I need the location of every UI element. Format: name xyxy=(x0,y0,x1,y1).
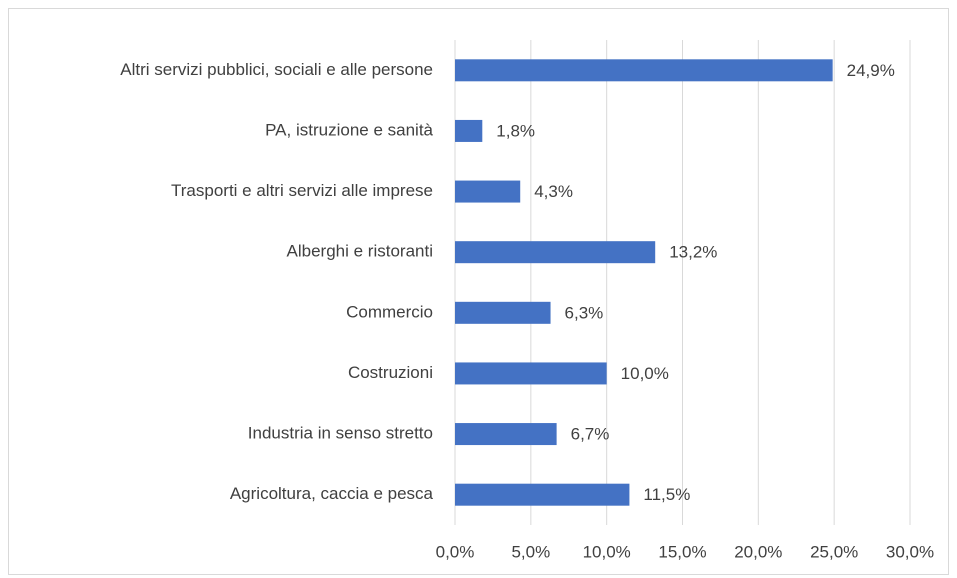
y-tick-label: Altri servizi pubblici, sociali e alle p… xyxy=(120,60,433,79)
y-tick-label: Commercio xyxy=(346,302,433,321)
data-label: 6,7% xyxy=(571,425,610,444)
x-tick-label: 10,0% xyxy=(583,542,631,561)
y-tick-label: Alberghi e ristoranti xyxy=(287,242,433,261)
x-tick-label: 20,0% xyxy=(734,542,782,561)
y-tick-label: Industria in senso stretto xyxy=(248,424,433,443)
x-tick-label: 0,0% xyxy=(436,542,475,561)
x-tick-label: 25,0% xyxy=(810,542,858,561)
bar xyxy=(455,301,551,324)
bar xyxy=(455,119,483,142)
bar xyxy=(455,59,833,82)
y-tick-label: Costruzioni xyxy=(348,363,433,382)
data-label: 11,5% xyxy=(643,485,690,504)
data-label: 6,3% xyxy=(565,303,604,322)
chart-frame xyxy=(8,8,949,575)
data-label: 1,8% xyxy=(496,121,535,140)
data-label: 10,0% xyxy=(621,364,669,383)
x-tick-label: 30,0% xyxy=(886,542,934,561)
data-label: 4,3% xyxy=(534,182,573,201)
y-tick-label: PA, istruzione e sanità xyxy=(265,120,433,139)
y-tick-label: Trasporti e altri servizi alle imprese xyxy=(171,181,433,200)
data-label: 24,9% xyxy=(847,61,895,80)
bar xyxy=(455,483,630,506)
bar xyxy=(455,423,557,446)
data-label: 13,2% xyxy=(669,243,717,262)
bar xyxy=(455,180,521,203)
x-tick-label: 5,0% xyxy=(511,542,550,561)
bar xyxy=(455,362,607,385)
y-tick-label: Agricoltura, caccia e pesca xyxy=(230,484,434,503)
bar xyxy=(455,241,656,264)
x-tick-label: 15,0% xyxy=(658,542,706,561)
